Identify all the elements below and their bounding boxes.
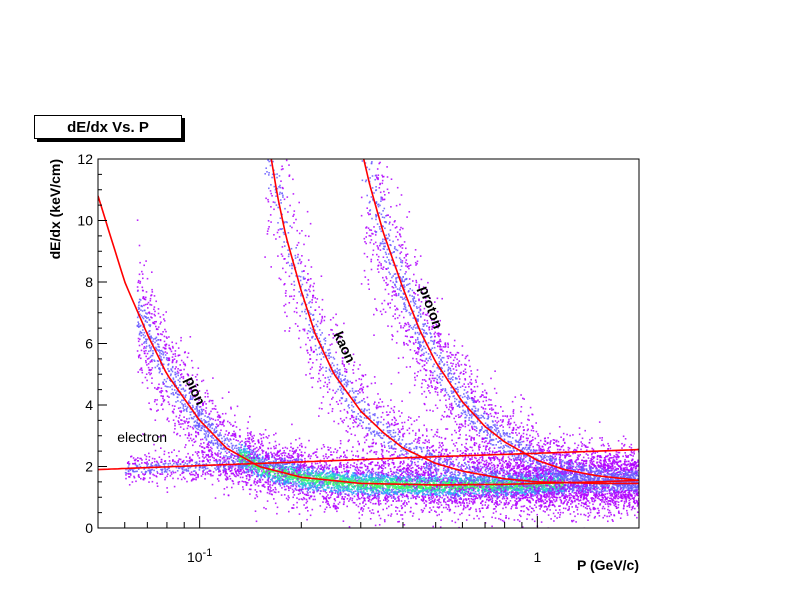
electron-curve xyxy=(98,448,639,471)
scatter-layer xyxy=(124,159,639,528)
kaon-curve xyxy=(270,159,639,485)
y-tick-label: 2 xyxy=(85,459,93,475)
proton-curve xyxy=(362,159,639,482)
y-tick-label: 8 xyxy=(85,274,93,290)
x-axis-title: P (GeV/c) xyxy=(577,557,639,573)
proton-label: proton xyxy=(416,284,446,331)
y-tick-label: 4 xyxy=(85,397,93,413)
curve-layer xyxy=(98,159,639,486)
y-axis-title: dE/dx (keV/cm) xyxy=(47,159,63,259)
kaon-label: kaon xyxy=(331,329,359,365)
x-tick-label: 1 xyxy=(533,549,541,565)
y-tick-label: 0 xyxy=(85,520,93,536)
chart-title-box: dE/dx Vs. P xyxy=(34,115,182,139)
y-tick-label: 12 xyxy=(77,151,93,167)
pion-curve xyxy=(98,195,639,486)
electron-label: electron xyxy=(117,429,167,445)
proton-band xyxy=(360,160,639,522)
y-tick-label: 10 xyxy=(77,213,93,229)
chart-title: dE/dx Vs. P xyxy=(67,118,149,136)
label-layer: P (GeV/c)dE/dx (keV/cm)electronpionkaonp… xyxy=(47,159,639,573)
axis-layer: 0 2 4 6 8 10 12 10-1 1 xyxy=(77,151,640,565)
y-tick-label: 6 xyxy=(85,336,93,352)
x-tick-label: 10-1 xyxy=(187,547,212,565)
